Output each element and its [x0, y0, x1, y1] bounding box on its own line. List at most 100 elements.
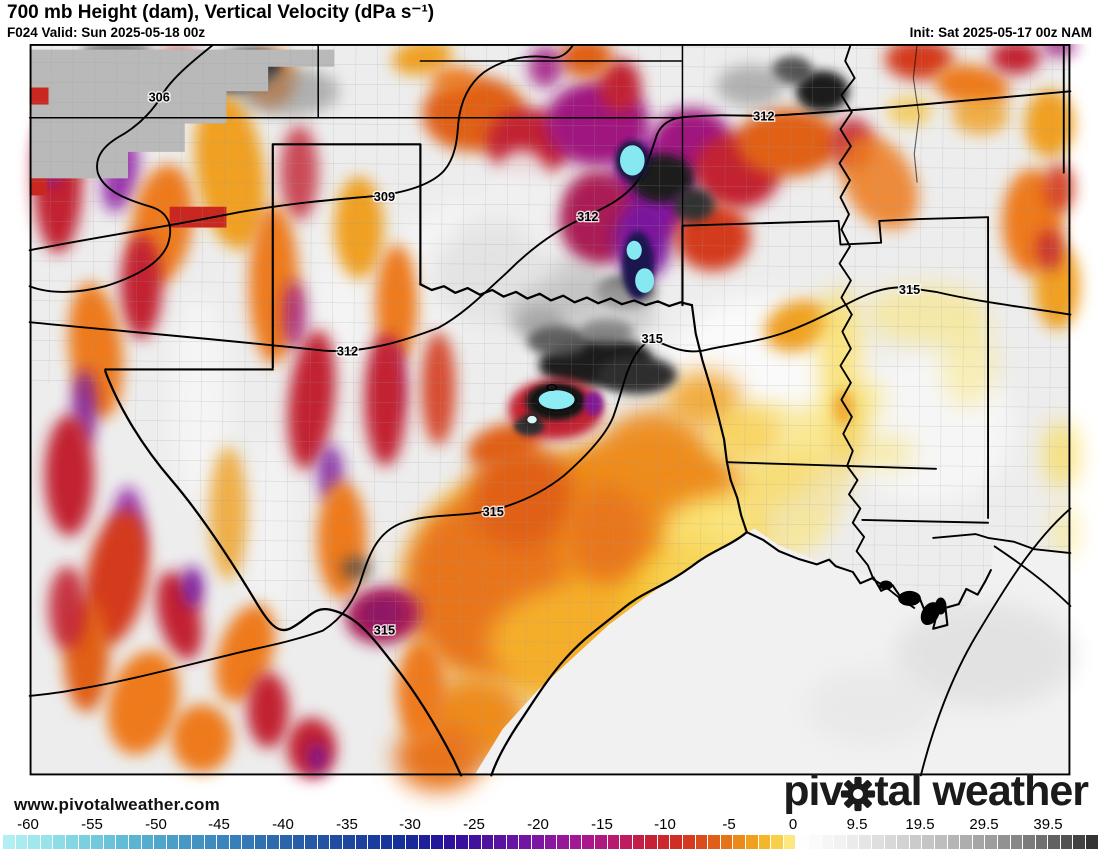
colorbar-tick: -55 — [81, 816, 103, 833]
colorbar-cell — [620, 835, 633, 849]
colorbar-cell — [657, 835, 671, 849]
contour-label: 309 — [374, 189, 395, 204]
colorbar-cell — [645, 835, 658, 849]
colorbar-cell — [1086, 835, 1098, 849]
colorbar-tick: -50 — [145, 816, 167, 833]
colorbar-cell — [418, 835, 432, 849]
colorbar-cell — [1060, 835, 1074, 849]
colorbar-cell — [40, 835, 54, 849]
contour-label: 312 — [337, 343, 358, 358]
colorbar-cell — [708, 835, 721, 849]
contour-label: 315 — [899, 282, 920, 297]
colorbar-cell — [368, 835, 381, 849]
contour-label: 312 — [577, 209, 598, 224]
colorbar-cell — [179, 835, 192, 849]
colorbar-cell — [607, 835, 621, 849]
colorbar-cell — [242, 835, 255, 849]
pivotal-weather-logo: piv tal weather — [783, 767, 1089, 816]
colorbar-cell — [746, 835, 759, 849]
colorbar-tick: -45 — [208, 816, 230, 833]
colorbar-tick: -35 — [336, 816, 358, 833]
colorbar-cell — [443, 835, 457, 849]
contour-label: 315 — [483, 504, 504, 519]
page-title: 700 mb Height (dam), Vertical Velocity (… — [7, 2, 435, 23]
colorbar-cell — [317, 835, 331, 849]
colorbar-cell — [594, 835, 608, 849]
colorbar-cell — [217, 835, 230, 849]
colorbar-cell — [733, 835, 747, 849]
colorbar — [3, 835, 1098, 849]
colorbar-cell — [569, 835, 583, 849]
colorbar-cell — [191, 835, 205, 849]
colorbar-cell — [859, 835, 872, 849]
contour-labels: 306 309 312 312 312 315 315 315 315 — [147, 88, 921, 639]
colorbar-cell — [280, 835, 293, 849]
gulf-of-mexico — [474, 528, 1076, 776]
colorbar-cell — [897, 835, 910, 849]
colorbar-cell — [758, 835, 772, 849]
colorbar-tick: -5 — [722, 816, 736, 833]
colorbar-tick: -30 — [399, 816, 421, 833]
colorbar-cell — [204, 835, 218, 849]
colorbar-cell — [166, 835, 180, 849]
weather-map: 306 309 312 312 312 315 315 315 315 — [28, 34, 1080, 792]
colorbar-cell — [947, 835, 961, 849]
colorbar-cell — [456, 835, 469, 849]
colorbar-cell — [997, 835, 1011, 849]
contour-label: 315 — [642, 331, 663, 346]
colorbar-cell — [809, 835, 822, 849]
colorbar-cell — [1073, 835, 1087, 849]
colorbar-cell — [330, 835, 344, 849]
colorbar-cell — [557, 835, 570, 849]
colorbar-tick: 29.5 — [969, 816, 999, 833]
colorbar-cell — [468, 835, 482, 849]
colorbar-cell — [292, 835, 306, 849]
colorbar-cell — [78, 835, 92, 849]
gear-icon — [841, 776, 876, 811]
colorbar-cell — [960, 835, 973, 849]
colorbar-cell — [494, 835, 507, 849]
colorbar-tick: -25 — [463, 816, 485, 833]
colorbar-cell — [15, 835, 29, 849]
colorbar-cell — [355, 835, 369, 849]
colorbar-cell — [103, 835, 117, 849]
colorbar-cell — [53, 835, 66, 849]
colorbar-tick: 9.5 — [846, 816, 868, 833]
watermark-url: www.pivotalweather.com — [14, 795, 220, 814]
colorbar-tick: 19.5 — [905, 816, 935, 833]
colorbar-cell — [683, 835, 696, 849]
colorbar-cell — [431, 835, 444, 849]
colorbar-cell — [632, 835, 646, 849]
colorbar-cell — [1010, 835, 1024, 849]
logo-text-left: piv — [783, 767, 843, 815]
colorbar-cell — [783, 835, 797, 849]
colorbar-cell — [821, 835, 835, 849]
colorbar-cell — [582, 835, 595, 849]
colorbar-cell — [544, 835, 558, 849]
map-border — [29, 44, 1071, 776]
colorbar-cell — [116, 835, 129, 849]
colorbar-cell — [834, 835, 847, 849]
colorbar-cell — [1023, 835, 1036, 849]
colorbar-cell — [1048, 835, 1061, 849]
colorbar-cell — [884, 835, 898, 849]
extreme-lift-cores — [524, 140, 655, 427]
colorbar-cell — [128, 835, 142, 849]
valid-time-label: F024 Valid: Sun 2025-05-18 00z — [7, 25, 206, 40]
colorbar-cell — [1035, 835, 1049, 849]
colorbar-cell — [343, 835, 356, 849]
colorbar-cell — [934, 835, 948, 849]
map-frame: 306 309 312 312 312 315 315 315 315 — [0, 34, 1100, 817]
colorbar-cell — [481, 835, 495, 849]
colorbar-cell — [393, 835, 406, 849]
colorbar-cell — [771, 835, 784, 849]
colorbar-cell — [267, 835, 281, 849]
colorbar-cell — [846, 835, 860, 849]
contour-label: 315 — [374, 622, 395, 637]
contour-label: 312 — [753, 109, 774, 124]
colorbar-tick: -20 — [527, 816, 549, 833]
colorbar-cell — [695, 835, 709, 849]
colorbar-cell — [531, 835, 545, 849]
contour-label: 306 — [149, 90, 170, 105]
